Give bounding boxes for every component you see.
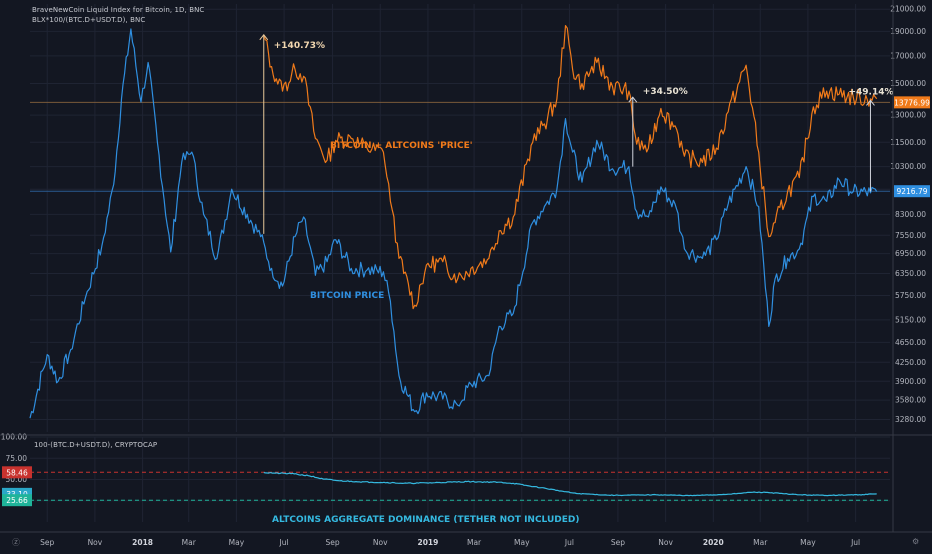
bitcoin-price-tag-bg <box>894 185 930 198</box>
dominance-low-tag-bg <box>2 494 32 507</box>
y-tick-label: 3280.00 <box>895 415 926 424</box>
dominance-high-tag: 58.46 <box>6 468 28 477</box>
x-tick-label: Sep <box>611 538 625 547</box>
y-tick-label: 8300.00 <box>895 210 926 219</box>
y-tick-label: 3580.00 <box>895 396 926 405</box>
x-tick-label: Mar <box>467 538 482 547</box>
y-tick-label: 21000.00 <box>890 5 926 14</box>
y-tick-label: 5750.00 <box>895 291 926 300</box>
x-tick-label: 2019 <box>418 538 439 547</box>
x-tick-label: May <box>229 538 245 547</box>
lower-y-tick-label: 100.00 <box>1 433 27 442</box>
bitcoin-series-label: BITCOIN PRICE <box>310 291 384 301</box>
annotation-label: +140.73% <box>274 41 325 51</box>
altcoin-series-label: BITCOIN + ALTCOINS 'PRICE' <box>330 141 473 151</box>
y-tick-label: 4250.00 <box>895 358 926 367</box>
y-tick-label: 7550.00 <box>895 231 926 240</box>
annotation-label: +34.50% <box>643 87 688 97</box>
x-tick-label: Mar <box>753 538 768 547</box>
settings-gear-icon[interactable]: ⚙ <box>912 537 920 546</box>
x-tick-label: 2020 <box>703 538 724 547</box>
x-tick-label: Sep <box>40 538 54 547</box>
altcoin-price-series <box>263 25 878 310</box>
x-tick-label: 2018 <box>132 538 153 547</box>
y-tick-label: 11500.00 <box>890 138 926 147</box>
dominance-high-tag-bg <box>2 466 32 479</box>
chart-subtitle: BLX*100/(BTC.D+USDT.D), BNC <box>32 16 146 24</box>
x-tick-label: Jul <box>279 538 289 547</box>
x-tick-label: Jul <box>564 538 574 547</box>
annotation-layer: +140.73% +34.50% +49.14% BITCOIN + ALTCOINS… <box>259 34 893 525</box>
x-tick-label: May <box>514 538 530 547</box>
altcoin-price-tag-bg <box>894 96 930 109</box>
y-tick-label: 6950.00 <box>895 249 926 258</box>
bitcoin-price-tag: 9216.79 <box>896 187 927 196</box>
y-tick-label: 4650.00 <box>895 338 926 347</box>
dominance-series <box>263 471 877 497</box>
series-layer <box>29 25 878 497</box>
y-tick-label: 19000.00 <box>890 27 926 36</box>
altcoin-price-tag: 13776.99 <box>894 98 930 107</box>
y-tick-label: 17000.00 <box>890 51 926 60</box>
y-tick-label: 15000.00 <box>890 79 926 88</box>
y-tick-label: 10300.00 <box>890 162 926 171</box>
x-tick-label: Mar <box>182 538 197 547</box>
chart-title: BraveNewCoin Liquid Index for Bitcoin, 1… <box>32 6 205 14</box>
x-tick-label: Nov <box>88 538 103 547</box>
annotation-label: +49.14% <box>848 87 893 97</box>
lower-y-tick-label: 75.00 <box>6 454 28 463</box>
annotation-arrow-head <box>866 99 875 106</box>
timezone-icon[interactable]: Ⓩ <box>12 538 20 547</box>
x-tick-label: Nov <box>658 538 673 547</box>
y-tick-label: 6350.00 <box>895 269 926 278</box>
grid-layer <box>30 4 890 522</box>
dominance-low-tag: 25.66 <box>6 496 28 505</box>
x-tick-label: Sep <box>325 538 339 547</box>
x-tick-label: Nov <box>373 538 388 547</box>
bitcoin-price-series <box>29 28 878 419</box>
lower-pane-title: 100-(BTC.D+USDT.D), CRYPTOCAP <box>34 441 158 449</box>
dominance-series-label: ALTCOINS AGGREGATE DOMINANCE (TETHER NOT… <box>272 515 580 525</box>
annotation-arrow-head <box>628 96 638 103</box>
annotation-arrow-head <box>259 34 269 41</box>
y-tick-label: 13000.00 <box>890 111 926 120</box>
y-tick-label: 5150.00 <box>895 315 926 324</box>
y-tick-label: 3900.00 <box>895 377 926 386</box>
lower-y-tick-label: 50.00 <box>6 475 28 484</box>
x-tick-label: Jul <box>850 538 860 547</box>
x-tick-label: May <box>800 538 816 547</box>
